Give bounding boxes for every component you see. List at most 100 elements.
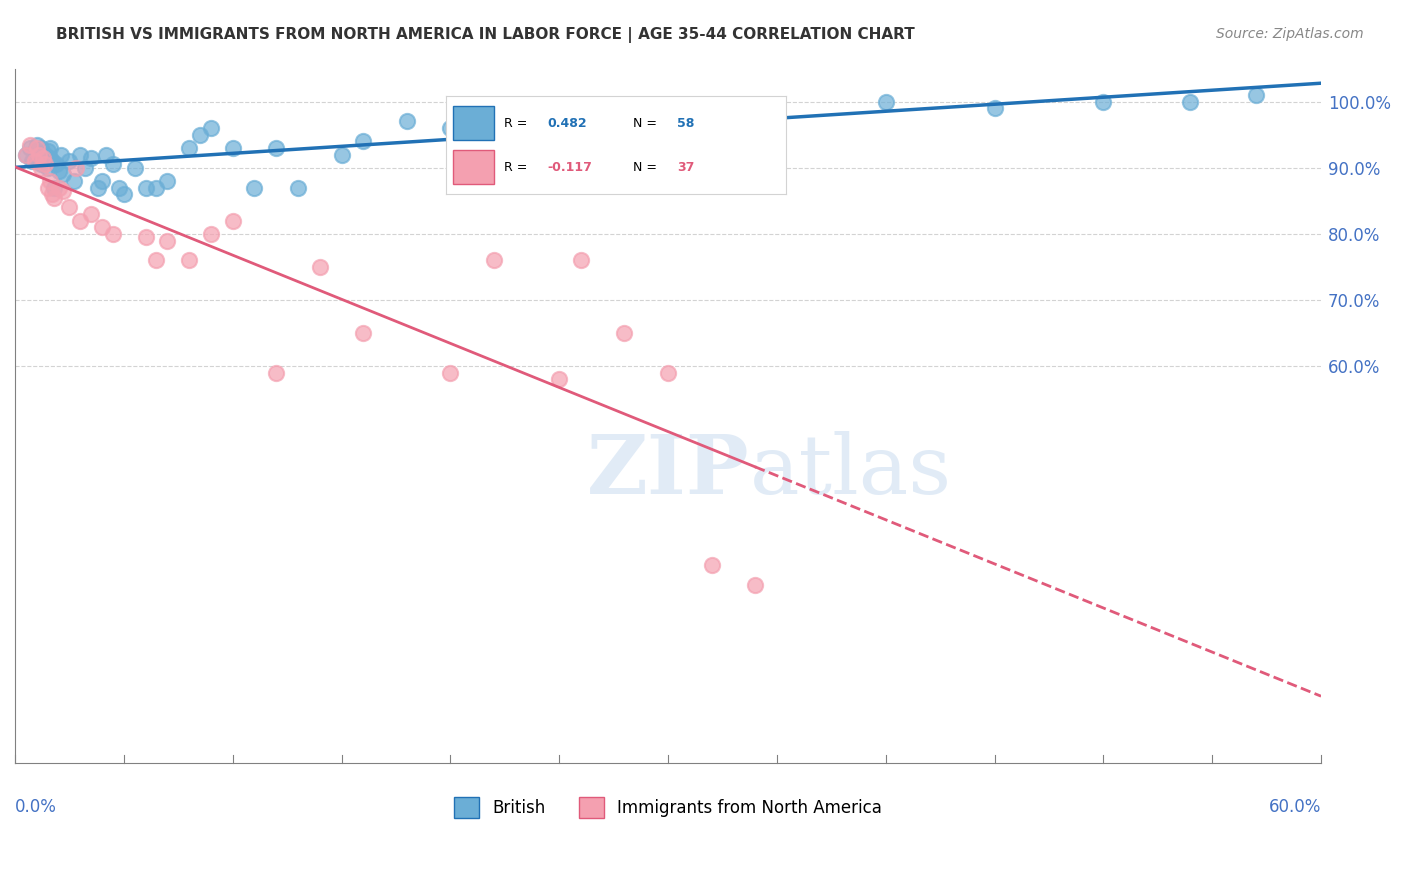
Point [101, 227, 124, 241]
Point [613, 326, 636, 340]
Point [44, 180, 66, 194]
Point [21, 154, 44, 169]
Point [439, 121, 461, 136]
Point [482, 253, 505, 268]
Point [700, 108, 723, 122]
Point [62, 174, 84, 188]
Point [112, 187, 135, 202]
Text: 0.0%: 0.0% [15, 797, 56, 816]
Text: ZIP: ZIP [586, 432, 749, 511]
Point [32, 151, 55, 165]
Point [482, 114, 505, 128]
Point [657, 114, 679, 128]
Point [200, 121, 222, 136]
Point [243, 180, 266, 194]
Text: BRITISH VS IMMIGRANTS FROM NORTH AMERICA IN LABOR FORCE | AGE 35-44 CORRELATION : BRITISH VS IMMIGRANTS FROM NORTH AMERICA… [56, 27, 915, 43]
Point [179, 253, 201, 268]
Point [548, 372, 571, 386]
Point [58, 201, 80, 215]
Legend: British, Immigrants from North America: British, Immigrants from North America [447, 790, 889, 824]
Point [65, 161, 87, 175]
Point [395, 114, 418, 128]
Text: 60.0%: 60.0% [1268, 797, 1322, 816]
Point [744, 577, 766, 591]
Point [188, 128, 211, 142]
Point [52, 184, 75, 198]
Point [30, 141, 52, 155]
Point [135, 230, 157, 244]
Point [221, 213, 243, 227]
Point [37, 145, 59, 159]
Point [700, 558, 723, 572]
Point [264, 141, 287, 155]
Point [179, 141, 201, 155]
Text: atlas: atlas [749, 432, 952, 511]
Point [569, 253, 592, 268]
Point [983, 101, 1005, 115]
Point [264, 366, 287, 380]
Point [548, 114, 571, 128]
Point [145, 253, 167, 268]
Point [91, 174, 114, 188]
Point [38, 174, 60, 188]
Point [38, 151, 60, 165]
Point [34, 147, 56, 161]
Point [330, 147, 353, 161]
Point [91, 220, 114, 235]
Point [124, 161, 146, 175]
Point [96, 147, 118, 161]
Point [45, 157, 67, 171]
Point [439, 366, 461, 380]
Point [28, 147, 51, 161]
Point [49, 147, 72, 161]
Point [108, 180, 131, 194]
Point [24, 154, 46, 169]
Point [200, 227, 222, 241]
Point [38, 141, 60, 155]
Point [135, 180, 157, 194]
Point [52, 167, 75, 181]
Point [25, 151, 48, 165]
Point [48, 180, 70, 194]
Point [20, 137, 42, 152]
Point [41, 154, 63, 169]
Point [58, 154, 80, 169]
Point [20, 141, 42, 155]
Point [32, 154, 55, 169]
Point [48, 164, 70, 178]
Point [657, 366, 679, 380]
Point [101, 157, 124, 171]
Point [613, 108, 636, 122]
Point [145, 180, 167, 194]
Point [1180, 95, 1202, 109]
Text: Source: ZipAtlas.com: Source: ZipAtlas.com [1216, 27, 1364, 41]
Point [30, 161, 52, 175]
Point [766, 101, 789, 115]
Point [308, 260, 330, 274]
Point [30, 157, 52, 171]
Point [25, 141, 48, 155]
Point [875, 95, 897, 109]
Point [156, 174, 179, 188]
Point [69, 213, 91, 227]
Point [37, 180, 59, 194]
Point [1092, 95, 1115, 109]
Point [25, 137, 48, 152]
Point [69, 147, 91, 161]
Point [352, 134, 374, 148]
Point [287, 180, 309, 194]
Point [1244, 87, 1267, 102]
Point [221, 141, 243, 155]
Point [44, 190, 66, 204]
Point [156, 234, 179, 248]
Point [86, 180, 108, 194]
Point [14, 147, 37, 161]
Point [73, 161, 96, 175]
Point [24, 145, 46, 159]
Point [28, 147, 51, 161]
Point [34, 157, 56, 171]
Point [14, 147, 37, 161]
Point [80, 151, 103, 165]
Point [352, 326, 374, 340]
Point [37, 161, 59, 175]
